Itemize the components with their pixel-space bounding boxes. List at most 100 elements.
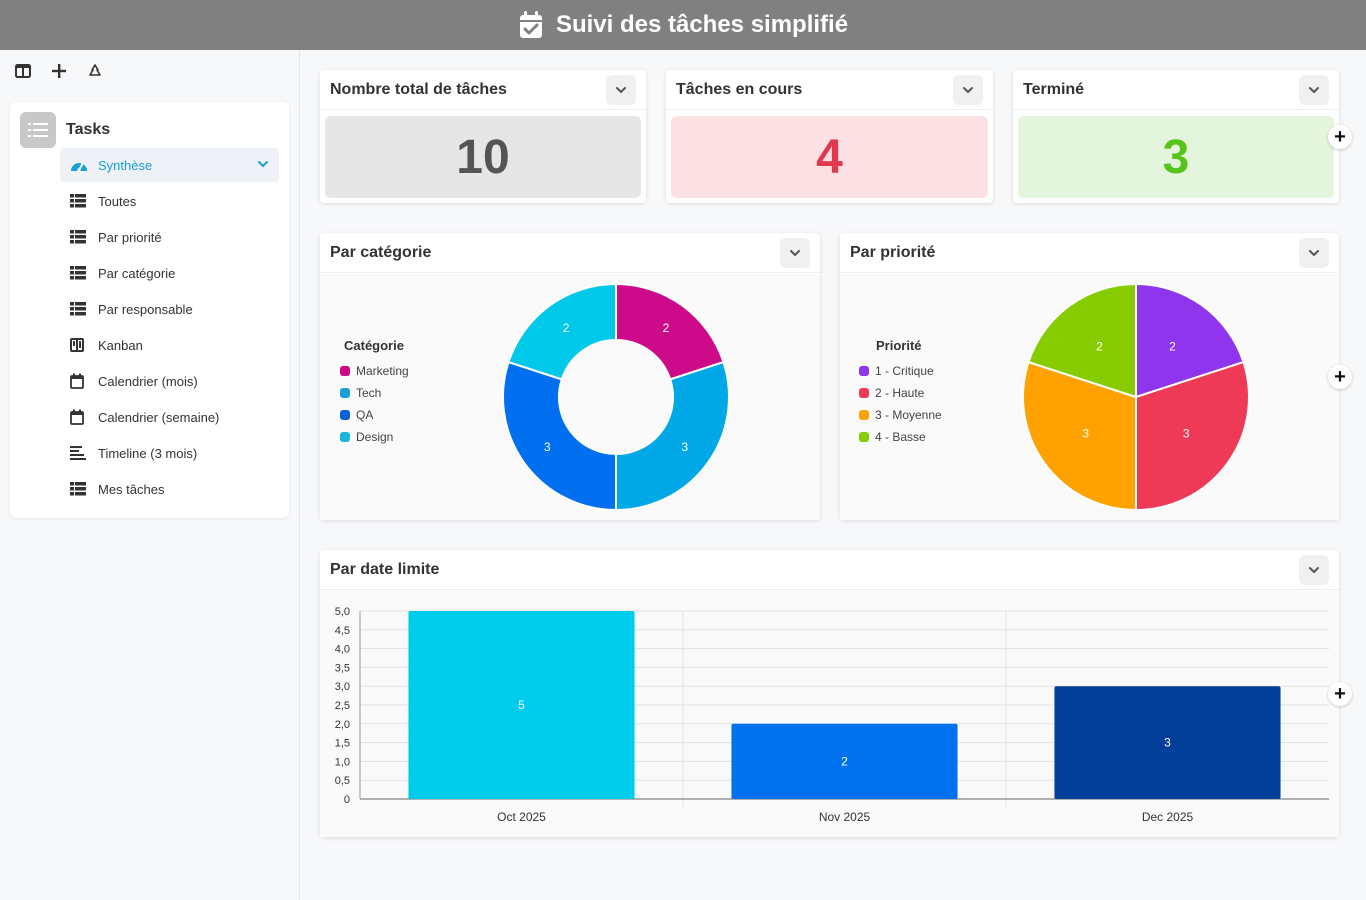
table-icon (70, 482, 88, 496)
legend-item[interactable]: 2 - Haute (859, 386, 924, 400)
nav-group-tasks[interactable]: Tasks (10, 102, 289, 158)
chevron-down-icon (257, 158, 269, 173)
card-title-text: Tâches en cours (676, 80, 803, 98)
data-label: 2 (841, 754, 848, 768)
app-header: Suivi des tâches simplifié (0, 0, 1366, 50)
data-label: 3 (1082, 427, 1089, 441)
chevron-down-icon[interactable] (1299, 555, 1329, 585)
bar[interactable] (731, 723, 958, 799)
chevron-down-icon[interactable] (953, 75, 983, 105)
data-label: 3 (1164, 736, 1171, 750)
kpi-card-total: Nombre total de tâches 10 (320, 70, 646, 203)
nav-item-label: Par responsable (98, 301, 193, 317)
chevron-down-icon[interactable] (1299, 75, 1329, 105)
nav-item-kanban[interactable]: Kanban (60, 328, 279, 362)
bar[interactable] (408, 611, 635, 799)
nav-item-par-priorite[interactable]: Par priorité (60, 220, 279, 254)
y-tick-label: 3,5 (335, 662, 350, 674)
y-tick-label: 4,0 (335, 644, 350, 656)
legend-title: Priorité (876, 338, 922, 353)
app-title: Suivi des tâches simplifié (555, 11, 849, 38)
kpi-card-termine: Terminé 3 (1013, 70, 1339, 203)
y-tick-label: 5,0 (335, 606, 350, 618)
kanban-icon (70, 338, 88, 352)
card-title-text: Terminé (1023, 80, 1085, 98)
card-title-text: Par priorité (850, 243, 936, 261)
nav-item-synthese[interactable]: Synthèse (60, 148, 279, 182)
recycle-icon[interactable] (82, 60, 108, 82)
nav-group-label: Tasks (66, 121, 111, 138)
card-title: Terminé (1013, 70, 1339, 110)
pie-slice[interactable] (1022, 360, 1137, 512)
nav-item-label: Par catégorie (98, 265, 176, 281)
bar-chart: 0 0,5 1,0 1,5 2,0 2,5 3,0 3,5 4,0 4,5 5,0 5 Oct 2025… (335, 606, 1329, 824)
nav-item-label: Timeline (3 mois) (98, 445, 198, 461)
kpi-value: 4 (671, 116, 988, 198)
card-title-text: Par catégorie (330, 243, 432, 261)
data-label: 3 (1183, 427, 1190, 441)
nav-item-label: Toutes (98, 193, 137, 209)
table-icon (70, 230, 88, 244)
y-tick-label: 1,5 (335, 738, 350, 750)
nav-item-calendrier-semaine[interactable]: Calendrier (semaine) (60, 400, 279, 434)
y-tick-label: 2,0 (335, 719, 350, 731)
legend-title: Catégorie (344, 338, 404, 353)
calendar-check-icon (519, 11, 542, 38)
nav-item-par-responsable[interactable]: Par responsable (60, 292, 279, 326)
layout-icon[interactable] (10, 60, 36, 82)
pie-slice[interactable] (1027, 282, 1137, 399)
legend-item[interactable]: 3 - Moyenne (859, 408, 942, 422)
nav-item-label: Par priorité (98, 229, 162, 245)
data-label: 2 (1096, 340, 1103, 354)
x-tick-label: Oct 2025 (497, 810, 546, 824)
y-tick-label: 4,5 (335, 625, 350, 637)
bar[interactable] (1054, 686, 1281, 799)
nav-item-label: Calendrier (semaine) (98, 409, 220, 425)
y-tick-label: 2,5 (335, 700, 350, 712)
card-title: Par priorité (840, 233, 1339, 273)
legend-item[interactable]: Design (340, 430, 393, 444)
table-icon (70, 194, 88, 208)
legend-item[interactable]: 1 - Critique (859, 364, 934, 378)
dashboard-icon (70, 158, 88, 172)
chevron-down-icon[interactable] (606, 75, 636, 105)
legend-item[interactable]: 4 - Basse (859, 430, 926, 444)
add-widget-button[interactable]: + (1328, 682, 1352, 706)
data-label: 2 (663, 321, 670, 335)
sidebar: Tasks Synthèse Toutes Par priorité Par c… (0, 50, 300, 900)
chart-card-category: Par catégorie Catégorie Marketing Tech Q… (320, 233, 820, 520)
y-tick-label: 0 (344, 794, 350, 806)
card-title-text: Par date limite (330, 560, 440, 578)
nav-item-label: Calendrier (mois) (98, 373, 198, 389)
x-tick-label: Nov 2025 (819, 810, 871, 824)
pie-slice[interactable] (507, 282, 617, 381)
pie-slice[interactable] (615, 282, 725, 381)
timeline-icon (70, 446, 88, 460)
chevron-down-icon[interactable] (780, 238, 810, 268)
pie-slice[interactable] (1135, 282, 1245, 399)
legend-item[interactable]: Marketing (340, 364, 409, 378)
nav-item-label: Synthèse (98, 157, 153, 173)
chevron-down-icon[interactable] (1299, 238, 1329, 268)
nav-item-timeline[interactable]: Timeline (3 mois) (60, 436, 279, 470)
pie-slice[interactable] (615, 360, 730, 512)
add-widget-button[interactable]: + (1328, 365, 1352, 389)
data-label: 5 (518, 698, 525, 712)
chart-card-deadline: Par date limite 0 0,5 1,0 1,5 2,0 2,5 3,0 3,5 4,… (320, 550, 1339, 837)
add-icon[interactable] (46, 60, 72, 82)
tasks-icon (20, 112, 56, 148)
nav-item-calendrier-mois[interactable]: Calendrier (mois) (60, 364, 279, 398)
legend-item[interactable]: Tech (340, 386, 381, 400)
table-icon (70, 266, 88, 280)
chart-card-priority: Par priorité Priorité 1 - Critique 2 - H… (840, 233, 1339, 520)
pie-slice[interactable] (1135, 360, 1250, 512)
calendar-icon (70, 373, 88, 389)
legend-item[interactable]: QA (340, 408, 373, 422)
nav-item-toutes[interactable]: Toutes (60, 184, 279, 218)
card-title: Tâches en cours (666, 70, 993, 110)
nav-item-mes-taches[interactable]: Mes tâches (60, 472, 279, 506)
pie-slice[interactable] (502, 360, 617, 512)
add-widget-button[interactable]: + (1328, 125, 1352, 149)
x-tick-label: Dec 2025 (1142, 810, 1194, 824)
nav-item-par-categorie[interactable]: Par catégorie (60, 256, 279, 290)
